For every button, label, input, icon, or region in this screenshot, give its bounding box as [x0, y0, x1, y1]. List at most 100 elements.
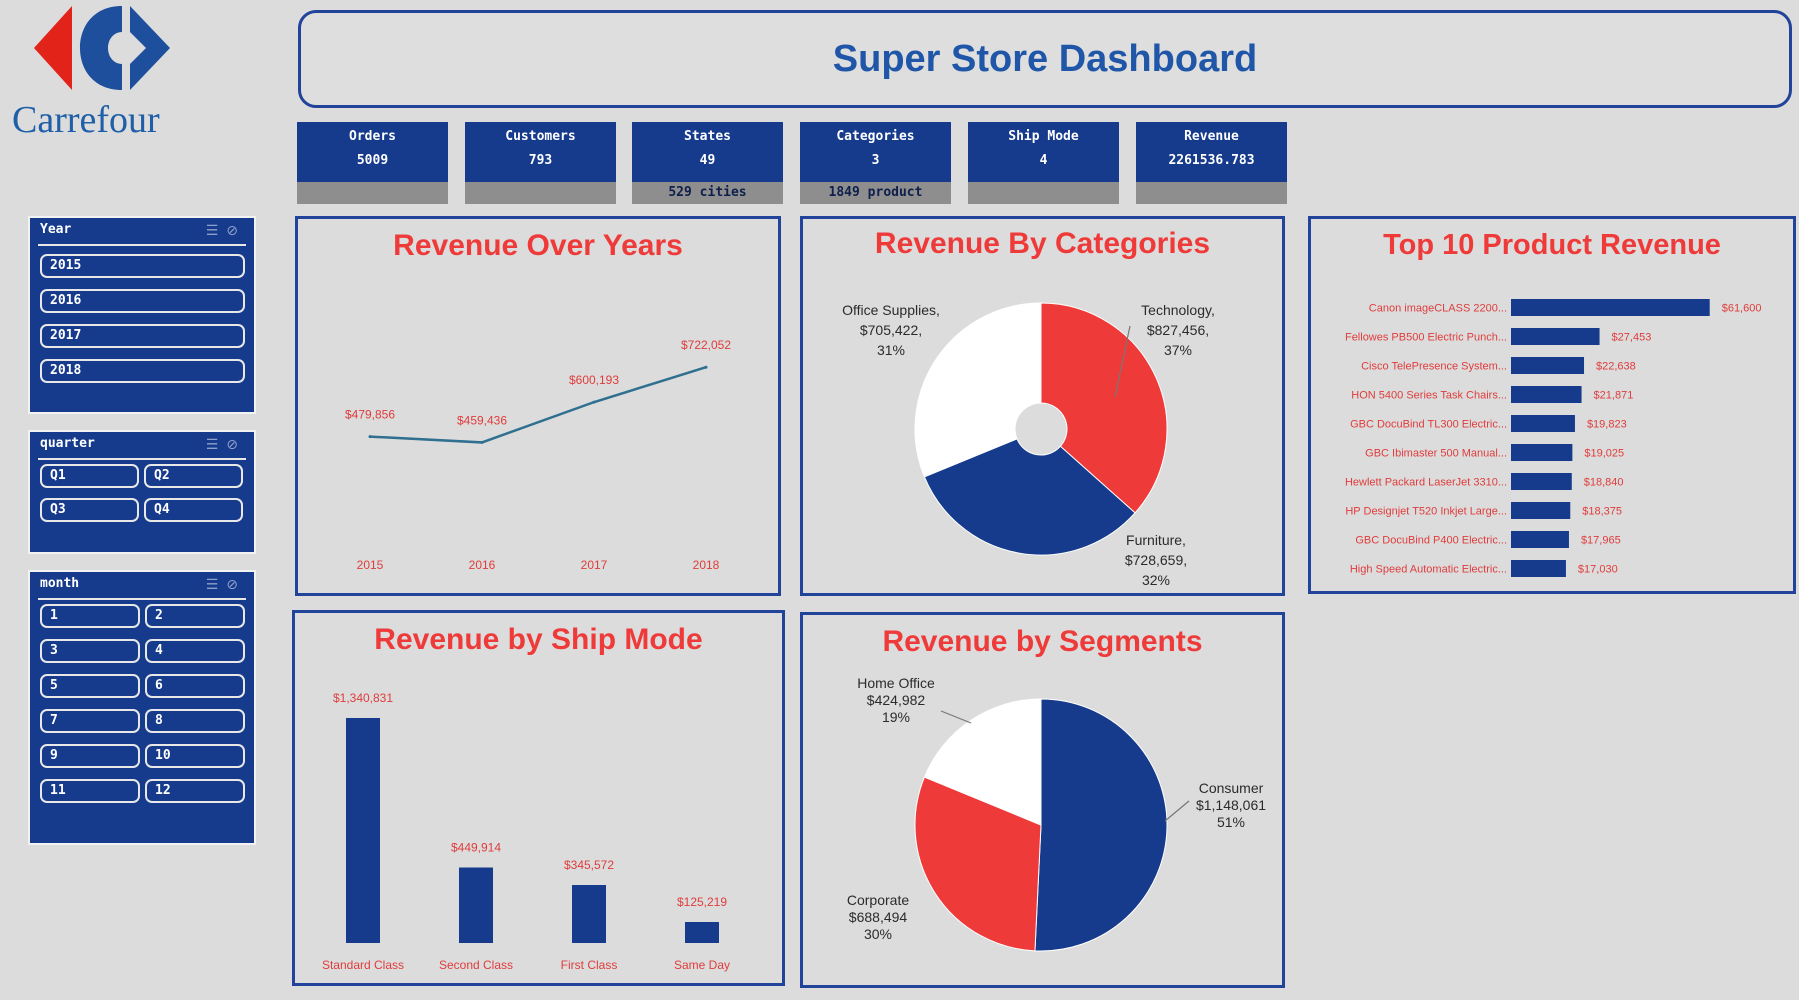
bar-second-class [459, 867, 493, 943]
slicer-item-month-6[interactable]: 6 [145, 674, 245, 698]
slicer-item-month-9[interactable]: 9 [40, 744, 140, 768]
x-tick-second-class: Second Class [439, 958, 513, 972]
kpi-label: Revenue [1184, 129, 1239, 144]
slicer-item-q4[interactable]: Q4 [144, 498, 243, 522]
clear-filter-icon[interactable]: ⊘ [226, 436, 246, 452]
leader-line [1114, 325, 1131, 398]
kpi-label: Categories [836, 129, 915, 144]
category-label: Hewlett Packard LaserJet 3310... [1345, 477, 1507, 489]
kpi-value: 5009 [356, 153, 389, 168]
category-label: HP Designjet T520 Inkjet Large... [1345, 506, 1507, 518]
x-tick-2018: 2018 [693, 558, 720, 572]
slicer-item-2017[interactable]: 2017 [40, 324, 245, 348]
slicer-item-q1[interactable]: Q1 [40, 464, 139, 488]
kpi-card-orders: Orders 5009 [297, 122, 448, 204]
data-label-2016: $459,436 [457, 413, 507, 427]
x-tick-2016: 2016 [469, 558, 496, 572]
x-tick-2017: 2017 [581, 558, 608, 572]
chart-title: Revenue By Categories [874, 227, 1211, 260]
slicer-item-2018[interactable]: 2018 [40, 359, 245, 383]
data-label-second-class: $449,914 [451, 841, 501, 855]
slicer-item-month-12[interactable]: 12 [145, 779, 245, 803]
panel-top-10-product-revenue: Top 10 Product Revenue Canon imageCLASS … [1308, 216, 1796, 594]
slicer-item-q3[interactable]: Q3 [40, 498, 139, 522]
multi-select-icon[interactable]: ☰ [205, 576, 227, 592]
chart-title: Revenue by Ship Mode [374, 623, 703, 656]
clear-filter-icon[interactable]: ⊘ [226, 222, 246, 238]
data-label: $61,600 [1722, 303, 1762, 315]
clear-filter-icon[interactable]: ⊘ [226, 576, 246, 592]
slicer-controls: ☰⊘ [206, 576, 246, 593]
data-label: $18,840 [1584, 477, 1624, 489]
category-label: High Speed Automatic Electric... [1350, 564, 1507, 576]
kpi-foot [465, 182, 616, 204]
slicer-item-month-8[interactable]: 8 [145, 709, 245, 733]
slicer-controls: ☰⊘ [206, 222, 246, 239]
line-chart: $479,856 2015 $459,436 2016 $600,193 2017 $722… [345, 338, 731, 572]
kpi-card-states: States 49 529 cities [632, 122, 783, 204]
slicer-item-month-4[interactable]: 4 [145, 639, 245, 663]
slice-label-office-supplies: Office Supplies, $705,422, 31% [842, 302, 940, 358]
slicer-item-month-11[interactable]: 11 [40, 779, 140, 803]
multi-select-icon[interactable]: ☰ [205, 436, 227, 452]
slicer-item-month-3[interactable]: 3 [40, 639, 140, 663]
bar-standard-class [346, 718, 380, 943]
x-tick-first-class: First Class [561, 958, 618, 972]
category-label: Cisco TelePresence System... [1361, 361, 1507, 373]
slicer-item-2015[interactable]: 2015 [40, 254, 245, 278]
kpi-value: 4 [1039, 153, 1048, 168]
panel-revenue-by-ship-mode: Revenue by Ship Mode $1,340,831 Standard … [292, 610, 785, 986]
data-label: $27,453 [1612, 332, 1652, 344]
panel-revenue-over-years: Revenue Over Years $479,856 2015 $459,436 2… [295, 216, 781, 596]
x-tick-same-day: Same Day [674, 958, 730, 972]
data-label-2017: $600,193 [569, 373, 619, 387]
bar-first-class [572, 885, 606, 943]
kpi-foot: 529 cities [632, 182, 783, 204]
data-point-2018 [704, 365, 708, 369]
bar-5 [1511, 415, 1575, 432]
category-label: HON 5400 Series Task Chairs... [1351, 390, 1507, 402]
panel-revenue-by-categories: Revenue By Categories Technology, $827,45… [800, 216, 1285, 596]
slicer-item-2016[interactable]: 2016 [40, 289, 245, 313]
category-label: Canon imageCLASS 2200... [1369, 303, 1507, 315]
category-label: GBC Ibimaster 500 Manual... [1365, 448, 1507, 460]
slicer-item-month-5[interactable]: 5 [40, 674, 140, 698]
slice-label-home-office: Home Office $424,982 19% [857, 675, 935, 725]
slice-label-furniture: Furniture, $728,659, 32% [1125, 532, 1187, 588]
slice-furniture [923, 438, 1136, 556]
slice-corporate [914, 776, 1042, 952]
category-label: Fellowes PB500 Electric Punch... [1345, 332, 1507, 344]
data-label: $18,375 [1582, 506, 1622, 518]
bar-9 [1511, 531, 1569, 548]
series-line [369, 366, 707, 444]
carrefour-logo [34, 6, 170, 90]
slicer-title: month [40, 576, 80, 591]
multi-select-icon[interactable]: ☰ [205, 222, 227, 238]
kpi-card-revenue: Revenue 2261536.783 [1136, 122, 1287, 204]
data-point-2015 [368, 435, 372, 439]
slicer-item-month-7[interactable]: 7 [40, 709, 140, 733]
slicer-header: Year ☰⊘ [38, 218, 246, 246]
kpi-foot: 1849 product [800, 182, 951, 204]
kpi-label: States [684, 129, 731, 144]
slice-consumer [1034, 698, 1168, 952]
category-label: GBC DocuBind TL300 Electric... [1350, 419, 1507, 431]
data-label: $19,823 [1587, 419, 1627, 431]
data-label: $17,965 [1581, 535, 1621, 547]
slicer-item-q2[interactable]: Q2 [144, 464, 243, 488]
slicer-item-month-1[interactable]: 1 [40, 604, 140, 628]
slicer-item-month-2[interactable]: 2 [145, 604, 245, 628]
brand-name: Carrefour [12, 99, 160, 141]
slice-office-supplies [914, 302, 1042, 478]
data-point-2016 [480, 440, 484, 444]
page-title: Super Store Dashboard [832, 37, 1258, 80]
data-label-first-class: $345,572 [564, 858, 614, 872]
slicer-item-month-10[interactable]: 10 [145, 744, 245, 768]
slice-label-corporate: Corporate $688,494 30% [847, 892, 909, 942]
data-label-standard-class: $1,340,831 [333, 691, 393, 705]
bar-1 [1511, 299, 1710, 316]
kpi-foot [968, 182, 1119, 204]
bar-7 [1511, 473, 1572, 490]
data-label: $19,025 [1584, 448, 1624, 460]
slicer-title: quarter [40, 436, 95, 451]
